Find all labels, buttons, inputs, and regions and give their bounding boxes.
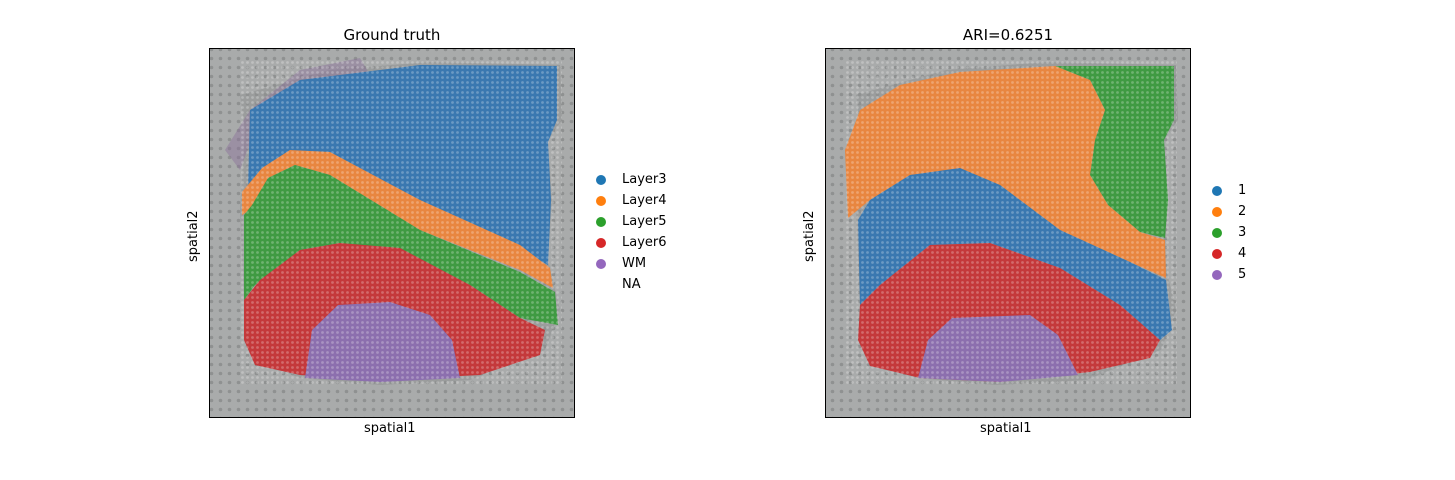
panel2-title: ARI=0.6251 (962, 26, 1054, 44)
panel1-title: Ground truth (343, 26, 441, 44)
legend-marker (596, 174, 606, 185)
panel2-xlabel: spatial1 (980, 421, 1032, 436)
panel1-legend: Layer3 Layer4 Layer5 Layer6 WM NA (596, 169, 667, 295)
legend-marker (1212, 206, 1222, 217)
legend-marker (596, 237, 606, 248)
legend-marker (1212, 269, 1222, 280)
legend-marker (596, 195, 606, 206)
legend-entry: 3 (1212, 222, 1246, 243)
legend-entry: 4 (1212, 243, 1246, 264)
legend-entry: 2 (1212, 201, 1246, 222)
panel1-tissue (209, 48, 575, 418)
legend-label: NA (622, 277, 641, 292)
legend-marker (1212, 227, 1222, 238)
panel2-tissue (825, 48, 1191, 418)
legend-marker (596, 258, 606, 269)
legend-marker (1212, 248, 1222, 259)
legend-label: 3 (1238, 225, 1247, 240)
legend-entry: Layer6 (596, 232, 667, 253)
legend-label: Layer5 (622, 214, 667, 229)
legend-marker (596, 216, 606, 227)
legend-entry: NA (596, 274, 667, 295)
legend-label: Layer3 (622, 172, 667, 187)
legend-label: 2 (1238, 204, 1247, 219)
legend-entry: 5 (1212, 264, 1246, 285)
legend-marker (1212, 185, 1222, 196)
panel1-xlabel: spatial1 (364, 421, 416, 436)
panel1-axes-frame (209, 48, 575, 418)
legend-entry: 1 (1212, 180, 1246, 201)
legend-label: 4 (1238, 246, 1247, 261)
legend-label: 1 (1238, 183, 1247, 198)
legend-entry: Layer4 (596, 190, 667, 211)
legend-label: WM (622, 256, 647, 271)
legend-entry: Layer3 (596, 169, 667, 190)
legend-label: 5 (1238, 267, 1247, 282)
legend-label: Layer4 (622, 193, 667, 208)
legend-label: Layer6 (622, 235, 667, 250)
legend-entry: Layer5 (596, 211, 667, 232)
legend-entry: WM (596, 253, 667, 274)
panel2-legend: 1 2 3 4 5 (1212, 180, 1246, 285)
panel2-axes-frame (825, 48, 1191, 418)
legend-marker (596, 280, 606, 290)
